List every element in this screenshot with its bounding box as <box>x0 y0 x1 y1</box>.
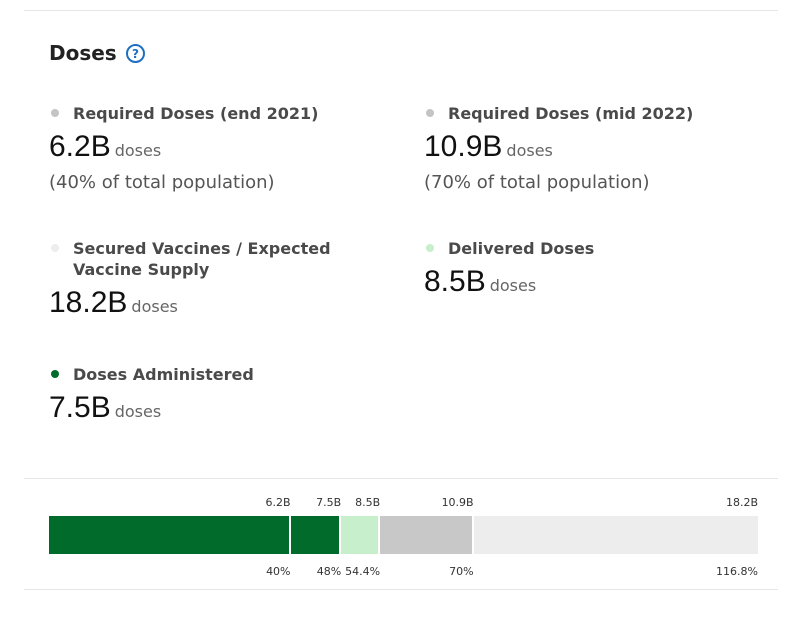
metric-value: 10.9B <box>424 130 503 163</box>
metric-unit: doses <box>114 141 162 160</box>
light-grey-dot-icon <box>51 244 59 252</box>
progress-segment <box>473 516 758 554</box>
metric-value: 18.2B <box>49 286 128 319</box>
help-circle-icon[interactable]: ? <box>126 44 145 63</box>
metric-unit: doses <box>506 141 553 160</box>
metric-value: 7.5B <box>49 391 111 424</box>
metric-label: Required Doses (end 2021) <box>73 104 319 123</box>
grey-dot-icon <box>426 109 434 117</box>
metric-unit: doses <box>489 276 537 295</box>
doses-progress-chart: 6.2B 40% 7.5B 48% 8.5B 54.4% 10.9B 70% 18.2B 116.… <box>49 489 758 589</box>
grey-dot-icon <box>51 109 59 117</box>
segment-percent-label: 40% <box>266 565 291 578</box>
segment-value-label: 6.2B <box>265 496 291 509</box>
segment-percent-label: 70% <box>449 565 474 578</box>
metric-label: Secured Vaccines / Expected Vaccine Supp… <box>73 239 331 279</box>
metric-unit: doses <box>131 297 178 316</box>
metric-unit: doses <box>114 402 162 421</box>
metric-note: (40% of total population) <box>49 172 275 193</box>
metric-required-end-2021: Required Doses (end 2021) 6.2B doses (40%… <box>49 103 369 193</box>
dark-green-dot-icon <box>51 370 59 378</box>
metric-required-mid-2022: Required Doses (mid 2022) 10.9B doses (70… <box>424 103 744 193</box>
metric-note: (70% of total population) <box>424 172 650 193</box>
light-green-dot-icon <box>426 244 434 252</box>
metric-label: Doses Administered <box>73 365 254 384</box>
divider <box>24 478 778 479</box>
doses-card: Doses ? Required Doses (end 2021) 6.2B do… <box>24 10 778 590</box>
progress-segment <box>290 516 340 554</box>
metric-label: Required Doses (mid 2022) <box>448 104 694 123</box>
metric-doses-administered: Doses Administered 7.5B doses <box>49 364 369 425</box>
progress-track <box>49 516 758 554</box>
metric-value: 6.2B <box>49 130 111 163</box>
metric-value: 8.5B <box>424 265 486 298</box>
progress-segment <box>49 516 289 554</box>
metric-label: Delivered Doses <box>448 239 595 258</box>
segment-value-label: 18.2B <box>725 496 758 509</box>
progress-segment <box>380 516 472 554</box>
segment-percent-label: 54.4% <box>345 565 381 578</box>
metric-delivered-doses: Delivered Doses 8.5B doses <box>424 238 744 299</box>
segment-value-label: 7.5B <box>316 496 342 509</box>
metric-secured-vaccines: Secured Vaccines / Expected Vaccine Supp… <box>49 238 349 320</box>
progress-segment <box>341 516 379 554</box>
segment-percent-label: 116.8% <box>716 565 758 578</box>
segment-value-label: 10.9B <box>441 496 474 509</box>
segment-percent-label: 48% <box>316 565 342 578</box>
section-title: Doses <box>49 41 117 65</box>
segment-value-label: 8.5B <box>355 496 381 509</box>
